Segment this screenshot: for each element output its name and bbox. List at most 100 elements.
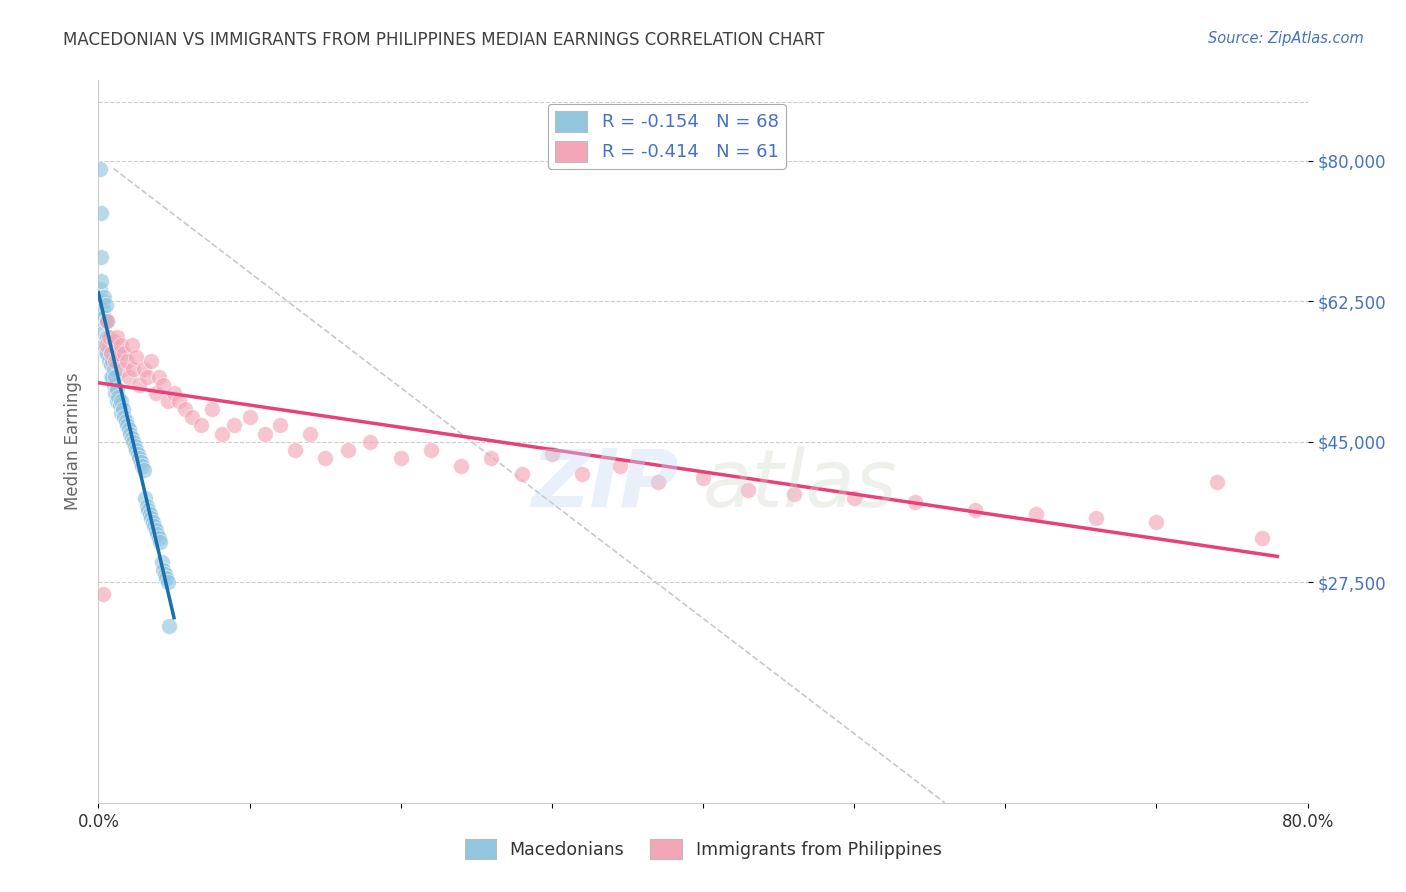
Point: [142, 515, 165, 529]
Point: [904, 494, 927, 508]
Point: [128, 450, 150, 465]
Point: [107, 390, 129, 404]
Point: [146, 526, 169, 541]
Point: [91, 314, 114, 328]
Point: [112, 346, 135, 360]
Point: [96, 346, 118, 360]
Point: [110, 338, 132, 352]
Point: [104, 370, 127, 384]
Point: [135, 499, 157, 513]
Y-axis label: Median Earnings: Median Earnings: [63, 373, 82, 510]
Point: [89, 282, 111, 296]
Text: Source: ZipAtlas.com: Source: ZipAtlas.com: [1208, 31, 1364, 46]
Point: [91, 293, 114, 308]
Point: [269, 418, 291, 433]
Point: [100, 370, 122, 384]
Point: [129, 454, 152, 468]
Point: [111, 362, 134, 376]
Point: [90, 250, 112, 264]
Point: [152, 378, 174, 392]
Point: [844, 491, 866, 505]
Point: [132, 362, 155, 376]
Point: [1206, 475, 1229, 489]
Point: [118, 422, 141, 436]
Point: [481, 450, 503, 465]
Point: [510, 467, 533, 481]
Point: [145, 386, 167, 401]
Point: [98, 354, 121, 368]
Point: [155, 571, 177, 585]
Text: atlas: atlas: [703, 446, 898, 524]
Point: [96, 330, 118, 344]
Point: [93, 310, 115, 324]
Point: [1024, 507, 1046, 521]
Point: [103, 378, 125, 392]
Point: [94, 338, 117, 352]
Point: [150, 555, 173, 569]
Point: [121, 338, 143, 352]
Point: [127, 446, 149, 460]
Point: [692, 470, 714, 484]
Point: [143, 518, 166, 533]
Point: [104, 354, 127, 368]
Point: [139, 507, 162, 521]
Point: [131, 458, 153, 473]
Point: [156, 574, 179, 589]
Point: [121, 430, 143, 444]
Point: [112, 410, 135, 425]
Point: [965, 502, 987, 516]
Point: [314, 450, 336, 465]
Point: [110, 394, 132, 409]
Point: [737, 483, 759, 497]
Text: MACEDONIAN VS IMMIGRANTS FROM PHILIPPINES MEDIAN EARNINGS CORRELATION CHART: MACEDONIAN VS IMMIGRANTS FROM PHILIPPINE…: [63, 31, 825, 49]
Point: [540, 446, 562, 460]
Point: [93, 338, 115, 352]
Point: [91, 301, 114, 316]
Point: [101, 354, 124, 368]
Point: [96, 314, 118, 328]
Point: [100, 358, 122, 372]
Point: [299, 426, 322, 441]
Point: [153, 567, 176, 582]
Point: [122, 362, 145, 376]
Point: [336, 442, 359, 457]
Point: [90, 274, 112, 288]
Point: [141, 354, 163, 368]
Point: [91, 326, 114, 340]
Point: [89, 161, 111, 176]
Point: [110, 406, 132, 420]
Point: [128, 378, 150, 392]
Point: [90, 205, 112, 219]
Point: [94, 298, 117, 312]
Point: [94, 346, 117, 360]
Point: [571, 467, 593, 481]
Point: [211, 426, 233, 441]
Point: [149, 534, 172, 549]
Point: [134, 491, 156, 505]
Point: [1085, 510, 1108, 524]
Point: [239, 410, 262, 425]
Point: [115, 354, 138, 368]
Point: [108, 398, 131, 412]
Point: [103, 334, 125, 348]
Point: [145, 523, 167, 537]
Point: [105, 330, 128, 344]
Point: [122, 434, 145, 449]
Point: [135, 370, 157, 384]
Point: [107, 346, 129, 360]
Point: [159, 619, 181, 633]
Point: [120, 426, 142, 441]
Point: [132, 462, 155, 476]
Point: [98, 330, 121, 344]
Point: [100, 346, 122, 360]
Point: [125, 350, 148, 364]
Point: [450, 458, 472, 473]
Point: [201, 402, 224, 417]
Point: [96, 314, 118, 328]
Point: [167, 394, 190, 409]
Point: [103, 362, 125, 376]
Point: [420, 442, 443, 457]
Point: [114, 414, 136, 428]
Point: [173, 402, 195, 417]
Point: [141, 510, 163, 524]
